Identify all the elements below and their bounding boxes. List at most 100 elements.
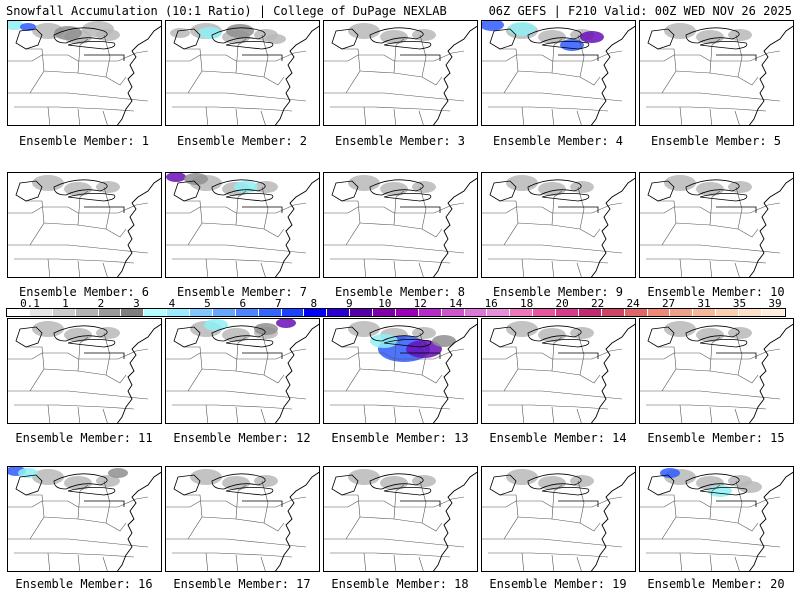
snowfall-map [166,173,319,277]
legend-swatch [556,309,579,316]
snowfall-map [482,21,635,125]
member-caption: Ensemble Member: 18 [331,577,469,591]
legend-tick-label: 35 [732,297,747,310]
map-panel [7,20,162,126]
member-caption: Ensemble Member: 16 [15,577,153,591]
map-panel [481,172,636,278]
member-caption: Ensemble Member: 10 [647,285,785,299]
member-caption: Ensemble Member: 17 [173,577,311,591]
snowfall-map [8,467,161,571]
legend-swatch [601,309,625,316]
legend-swatch [212,309,236,316]
legend-swatch [281,309,305,316]
legend-swatch [144,309,168,316]
legend-swatch [739,309,762,316]
legend-tick-label: 9 [345,297,353,310]
legend-swatch [304,309,328,316]
member-caption: Ensemble Member: 7 [176,285,308,299]
legend-tick-label: 24 [626,297,640,310]
legend-swatch [464,309,488,316]
member-caption: Ensemble Member: 6 [18,285,150,299]
member-caption: Ensemble Member: 2 [176,134,308,148]
legend-tick-label: 8 [310,297,318,310]
legend-swatch [167,309,190,316]
map-panel [639,172,794,278]
member-caption: Ensemble Member: 4 [492,134,624,148]
snowfall-map [324,175,477,277]
snowfall-map [324,469,477,571]
map-panel [7,466,162,572]
legend-swatch [235,309,259,316]
legend-swatch [29,309,53,316]
map-panel [323,318,478,424]
legend-tick-label: 14 [449,297,463,310]
map-panel [639,20,794,126]
member-caption: Ensemble Member: 20 [647,577,785,591]
legend-tick-label: 2 [97,297,105,310]
legend-tick-label: 7 [275,297,282,310]
map-title: Snowfall Accumulation (10:1 Ratio) | Col… [6,4,447,18]
map-panel [165,20,320,126]
map-panel [7,318,162,424]
member-caption: Ensemble Member: 14 [489,431,627,445]
legend-tick-label: 1 [62,297,69,310]
run-valid-time: 06Z GEFS | F210 Valid: 00Z WED NOV 26 20… [488,4,792,18]
legend-swatch [761,309,785,316]
legend-swatch [578,309,602,316]
member-caption: Ensemble Member: 1 [18,134,150,148]
snowfall-map [324,23,477,125]
legend-swatch [487,309,511,316]
color-legend: 0.1 1 2 3 4 5 6 7 8 9 10 12 14 16 18 20 22 24 27 31 35 39 [6,297,794,317]
map-panel [323,172,478,278]
map-panel [639,318,794,424]
legend-tick-label: 6 [239,297,247,310]
legend-tick-label: 12 [413,297,427,310]
legend-swatch [190,309,213,316]
snowfall-map [8,21,161,125]
map-panel [481,20,636,126]
legend-swatch [670,309,694,316]
legend-swatch [121,309,145,316]
map-panel [639,466,794,572]
member-caption: Ensemble Member: 8 [334,285,466,299]
legend-swatch [52,309,76,316]
snowfall-map [166,319,319,423]
legend-tick-label: 20 [555,297,569,310]
map-panel [7,172,162,278]
member-caption: Ensemble Member: 13 [331,431,469,445]
legend-tick-label: 0.1 [20,297,40,310]
legend-tick-label: 3 [133,297,140,310]
snowfall-map [482,469,635,571]
member-caption: Ensemble Member: 11 [15,431,153,445]
map-panel [323,466,478,572]
legend-tick-label: 5 [204,297,211,310]
snowfall-map [482,175,635,277]
snowfall-map [324,321,477,423]
legend-swatch [373,309,396,316]
member-caption: Ensemble Member: 19 [489,577,627,591]
map-panel [481,318,636,424]
legend-swatch [647,309,671,316]
legend-swatch [441,309,465,316]
snowfall-map [8,175,161,277]
snowfall-map [640,321,793,423]
legend-tick-label: 31 [697,297,711,310]
legend-colorbar [6,308,786,317]
snowfall-map [640,468,793,571]
legend-swatch [258,309,282,316]
legend-swatch [327,309,351,316]
legend-swatch [75,309,99,316]
snowfall-map [166,469,319,571]
legend-swatch [350,309,373,316]
legend-swatch [716,309,739,316]
snowfall-map [640,23,793,125]
map-panel [481,466,636,572]
legend-swatch [533,309,556,316]
member-caption: Ensemble Member: 3 [334,134,466,148]
legend-tick-label: 16 [484,297,498,310]
snowfall-map [8,321,161,423]
map-panel [165,466,320,572]
legend-tick-label: 22 [590,297,605,310]
legend-swatch [693,309,717,316]
legend-swatch [624,309,648,316]
